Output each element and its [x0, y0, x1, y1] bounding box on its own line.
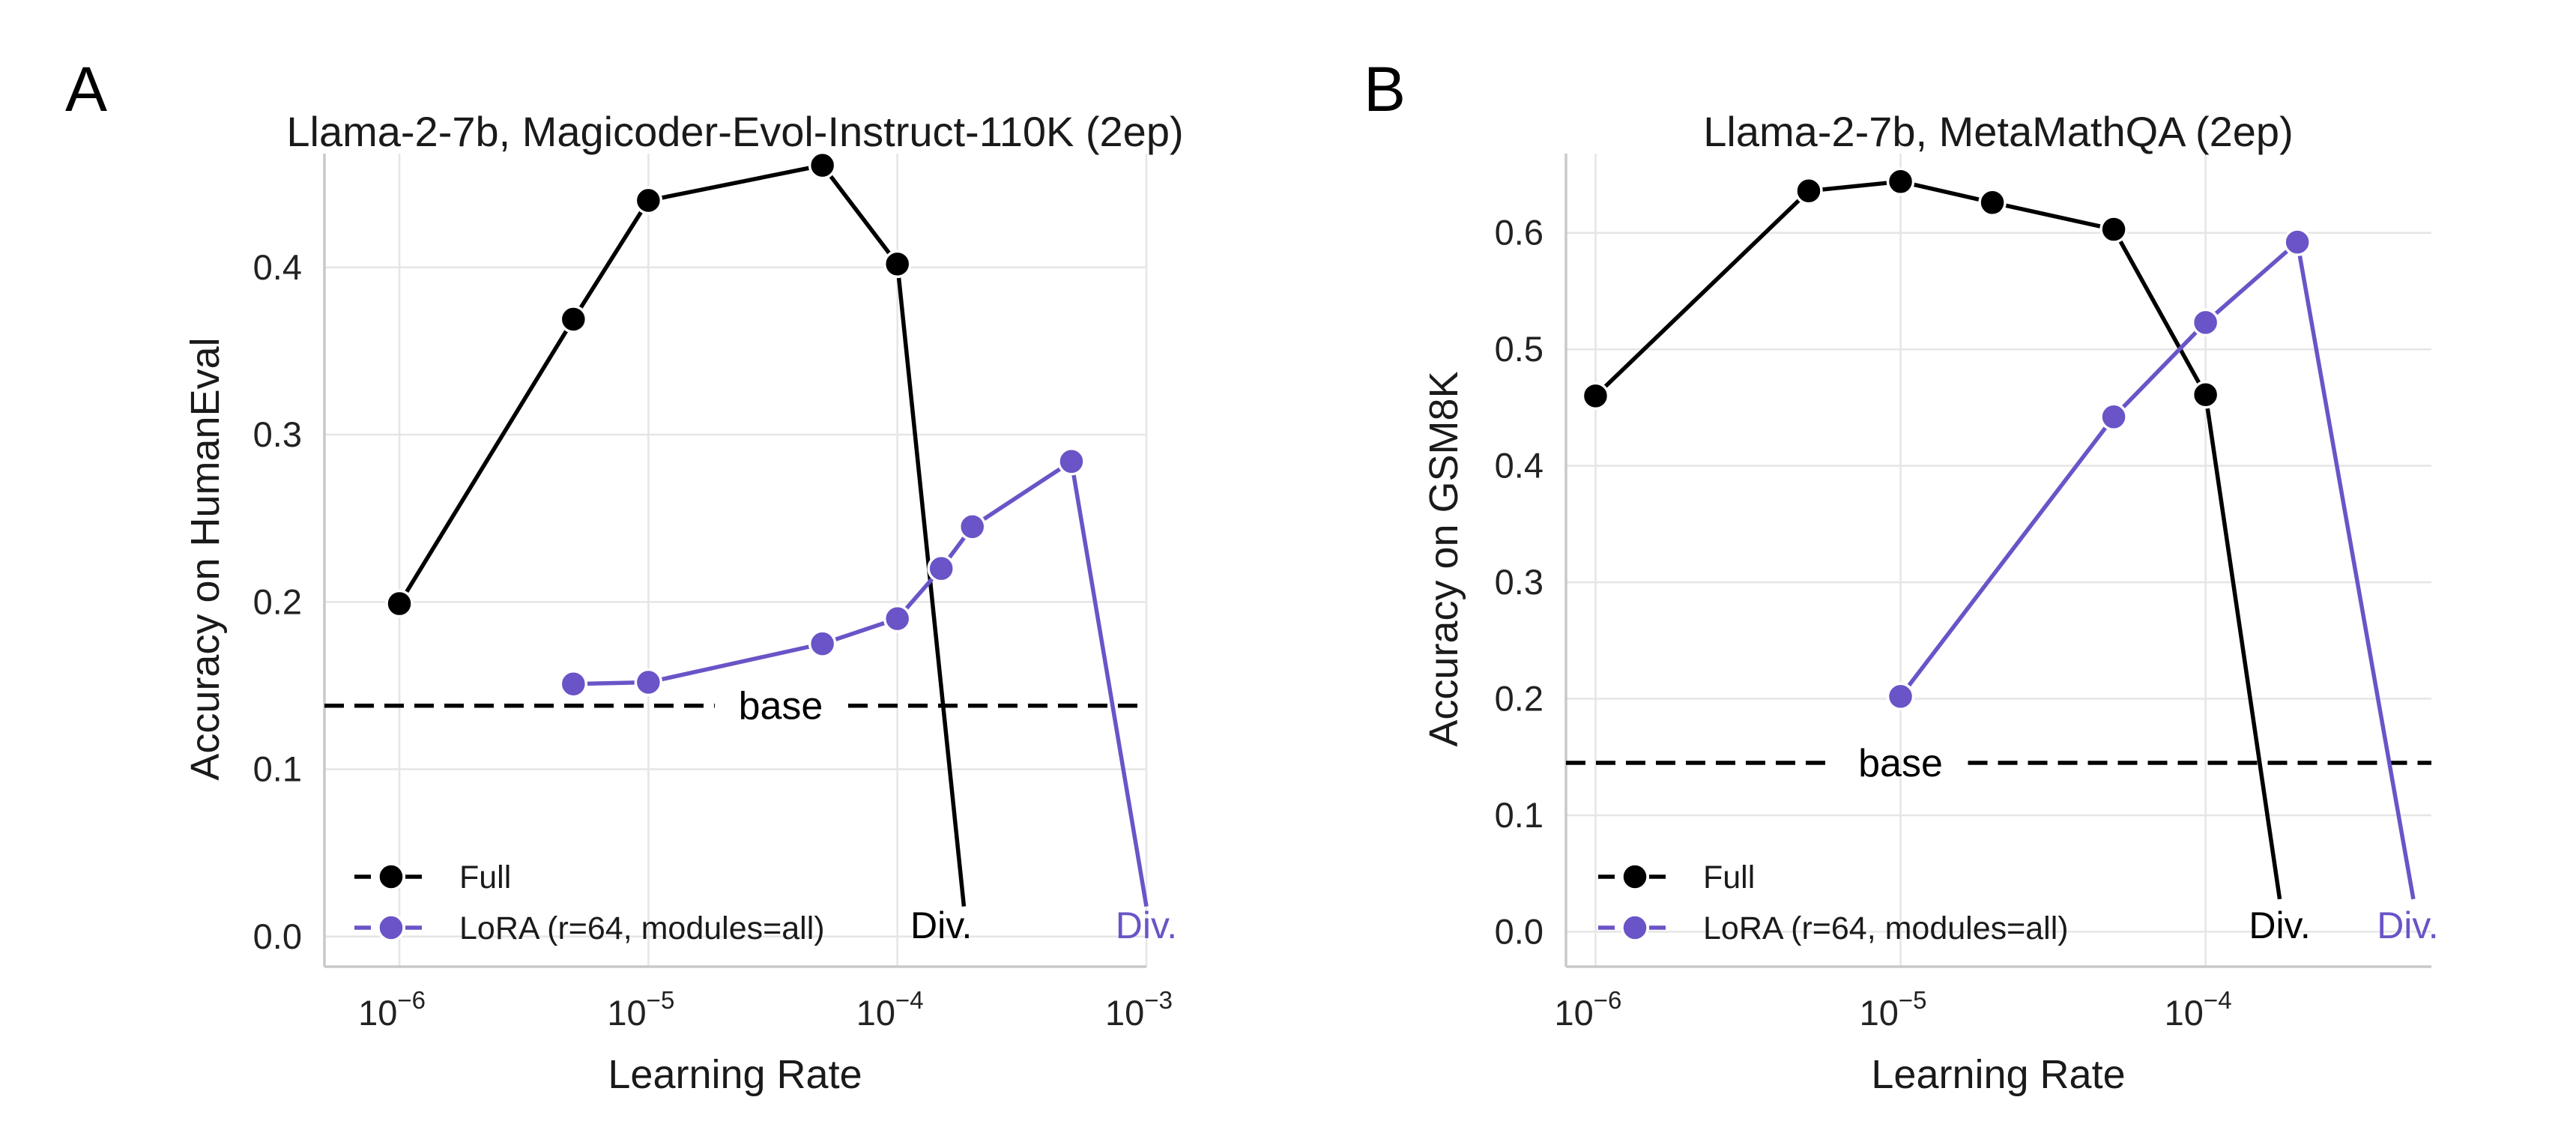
x-tick-label: 10−3 [1105, 986, 1173, 1033]
x-tick-base: 10 [2165, 993, 2204, 1033]
data-point-full [883, 250, 912, 279]
y-tick-label: 0.2 [253, 581, 302, 621]
y-tick-label: 0.4 [1495, 446, 1544, 486]
x-tick-label: 10−5 [607, 986, 674, 1033]
x-tick-exponent: −5 [1899, 986, 1927, 1014]
series-line-full [1594, 179, 2208, 398]
divergence-label-lora: Div. [2377, 904, 2438, 946]
y-tick-label: 0.1 [1495, 795, 1544, 835]
x-tick-base: 10 [358, 993, 397, 1033]
legend-label-full: Full [459, 859, 511, 895]
divergence-label-full: Div. [910, 904, 972, 946]
baseline-label: base [1858, 742, 1943, 785]
data-point-lora [927, 554, 955, 583]
legend-marker-lora [1621, 913, 1649, 942]
legend-marker-full [1621, 862, 1649, 891]
chart-title: Llama-2-7b, Magicoder-Evol-Instruct-110K… [286, 108, 1183, 155]
baseline-label: base [739, 685, 823, 728]
series-line-lora [1899, 241, 2299, 698]
x-tick-exponent: −3 [1144, 986, 1173, 1014]
x-tick-base: 10 [1554, 993, 1593, 1033]
y-tick-label: 0.6 [1495, 213, 1544, 253]
data-point-lora [808, 629, 837, 658]
y-tick-label: 0.0 [1495, 911, 1544, 951]
data-point-lora [2283, 228, 2312, 256]
data-point-full [1978, 188, 2007, 217]
x-axis-label: Learning Rate [608, 1052, 862, 1097]
divergence-label-full: Div. [2249, 904, 2310, 946]
panel-label: A [65, 54, 107, 124]
y-tick-label: 0.3 [253, 414, 302, 454]
data-point-lora [1057, 447, 1086, 476]
x-tick-exponent: −5 [647, 986, 675, 1014]
divergence-line-full [2203, 394, 2282, 900]
x-tick-exponent: −4 [2204, 986, 2232, 1014]
y-tick-label: 0.1 [253, 749, 302, 789]
y-tick-label: 0.2 [1495, 678, 1544, 718]
x-tick-label: 10−4 [856, 986, 924, 1033]
x-tick-exponent: −6 [1594, 986, 1622, 1014]
divergence-line-lora [2295, 241, 2416, 900]
x-tick-label: 10−4 [2165, 986, 2232, 1033]
y-tick-label: 0.5 [1495, 329, 1544, 369]
data-point-full [1795, 176, 1823, 205]
y-axis-label: Accuracy on GSM8K [1421, 371, 1466, 746]
chart-title: Llama-2-7b, MetaMathQA (2ep) [1703, 108, 2293, 155]
data-point-lora [1886, 682, 1915, 711]
data-point-lora [2099, 402, 2128, 432]
panel-label: B [1364, 54, 1406, 124]
legend-marker-full [377, 862, 405, 891]
data-point-full [808, 151, 837, 180]
data-point-lora [2191, 308, 2220, 337]
divergence-line-full [895, 264, 967, 907]
x-tick-exponent: −4 [895, 986, 924, 1014]
x-tick-base: 10 [1860, 993, 1899, 1033]
data-point-lora [883, 604, 912, 633]
x-tick-exponent: −6 [397, 986, 426, 1014]
data-point-full [559, 305, 588, 333]
legend-label-full: Full [1703, 859, 1755, 895]
x-tick-label: 10−5 [1860, 986, 1927, 1033]
data-point-full [385, 589, 414, 618]
y-tick-label: 0.4 [253, 247, 302, 287]
data-point-lora [958, 513, 987, 541]
legend-label-lora: LoRA (r=64, modules=all) [459, 910, 825, 946]
divergence-label-lora: Div. [1116, 904, 1177, 946]
data-point-full [1581, 381, 1610, 411]
data-point-full [634, 186, 663, 215]
x-tick-base: 10 [1105, 993, 1144, 1033]
y-axis-label: Accuracy on HumanEval [183, 337, 228, 780]
divergence-line-lora [1069, 461, 1149, 907]
data-point-lora [634, 668, 663, 697]
x-tick-label: 10−6 [1554, 986, 1621, 1033]
y-tick-label: 0.3 [1495, 562, 1544, 602]
panel-a: 0.00.10.20.30.410−6 10−5 10−4 10−3ALlama-2-… [65, 54, 1184, 1097]
x-tick-label: 10−6 [358, 986, 426, 1033]
legend-label-lora: LoRA (r=64, modules=all) [1703, 910, 2069, 946]
data-point-full [1886, 167, 1915, 196]
y-tick-label: 0.0 [253, 916, 302, 956]
data-point-full [2191, 381, 2220, 409]
x-tick-base: 10 [856, 993, 895, 1033]
legend-marker-lora [377, 913, 405, 942]
x-axis-label: Learning Rate [1871, 1052, 2125, 1097]
data-point-lora [559, 669, 588, 698]
data-point-full [2099, 215, 2128, 244]
panel-b: 0.00.10.20.30.40.50.610−6 10−5 10−4BLlama-… [1364, 54, 2439, 1097]
x-tick-base: 10 [607, 993, 646, 1033]
